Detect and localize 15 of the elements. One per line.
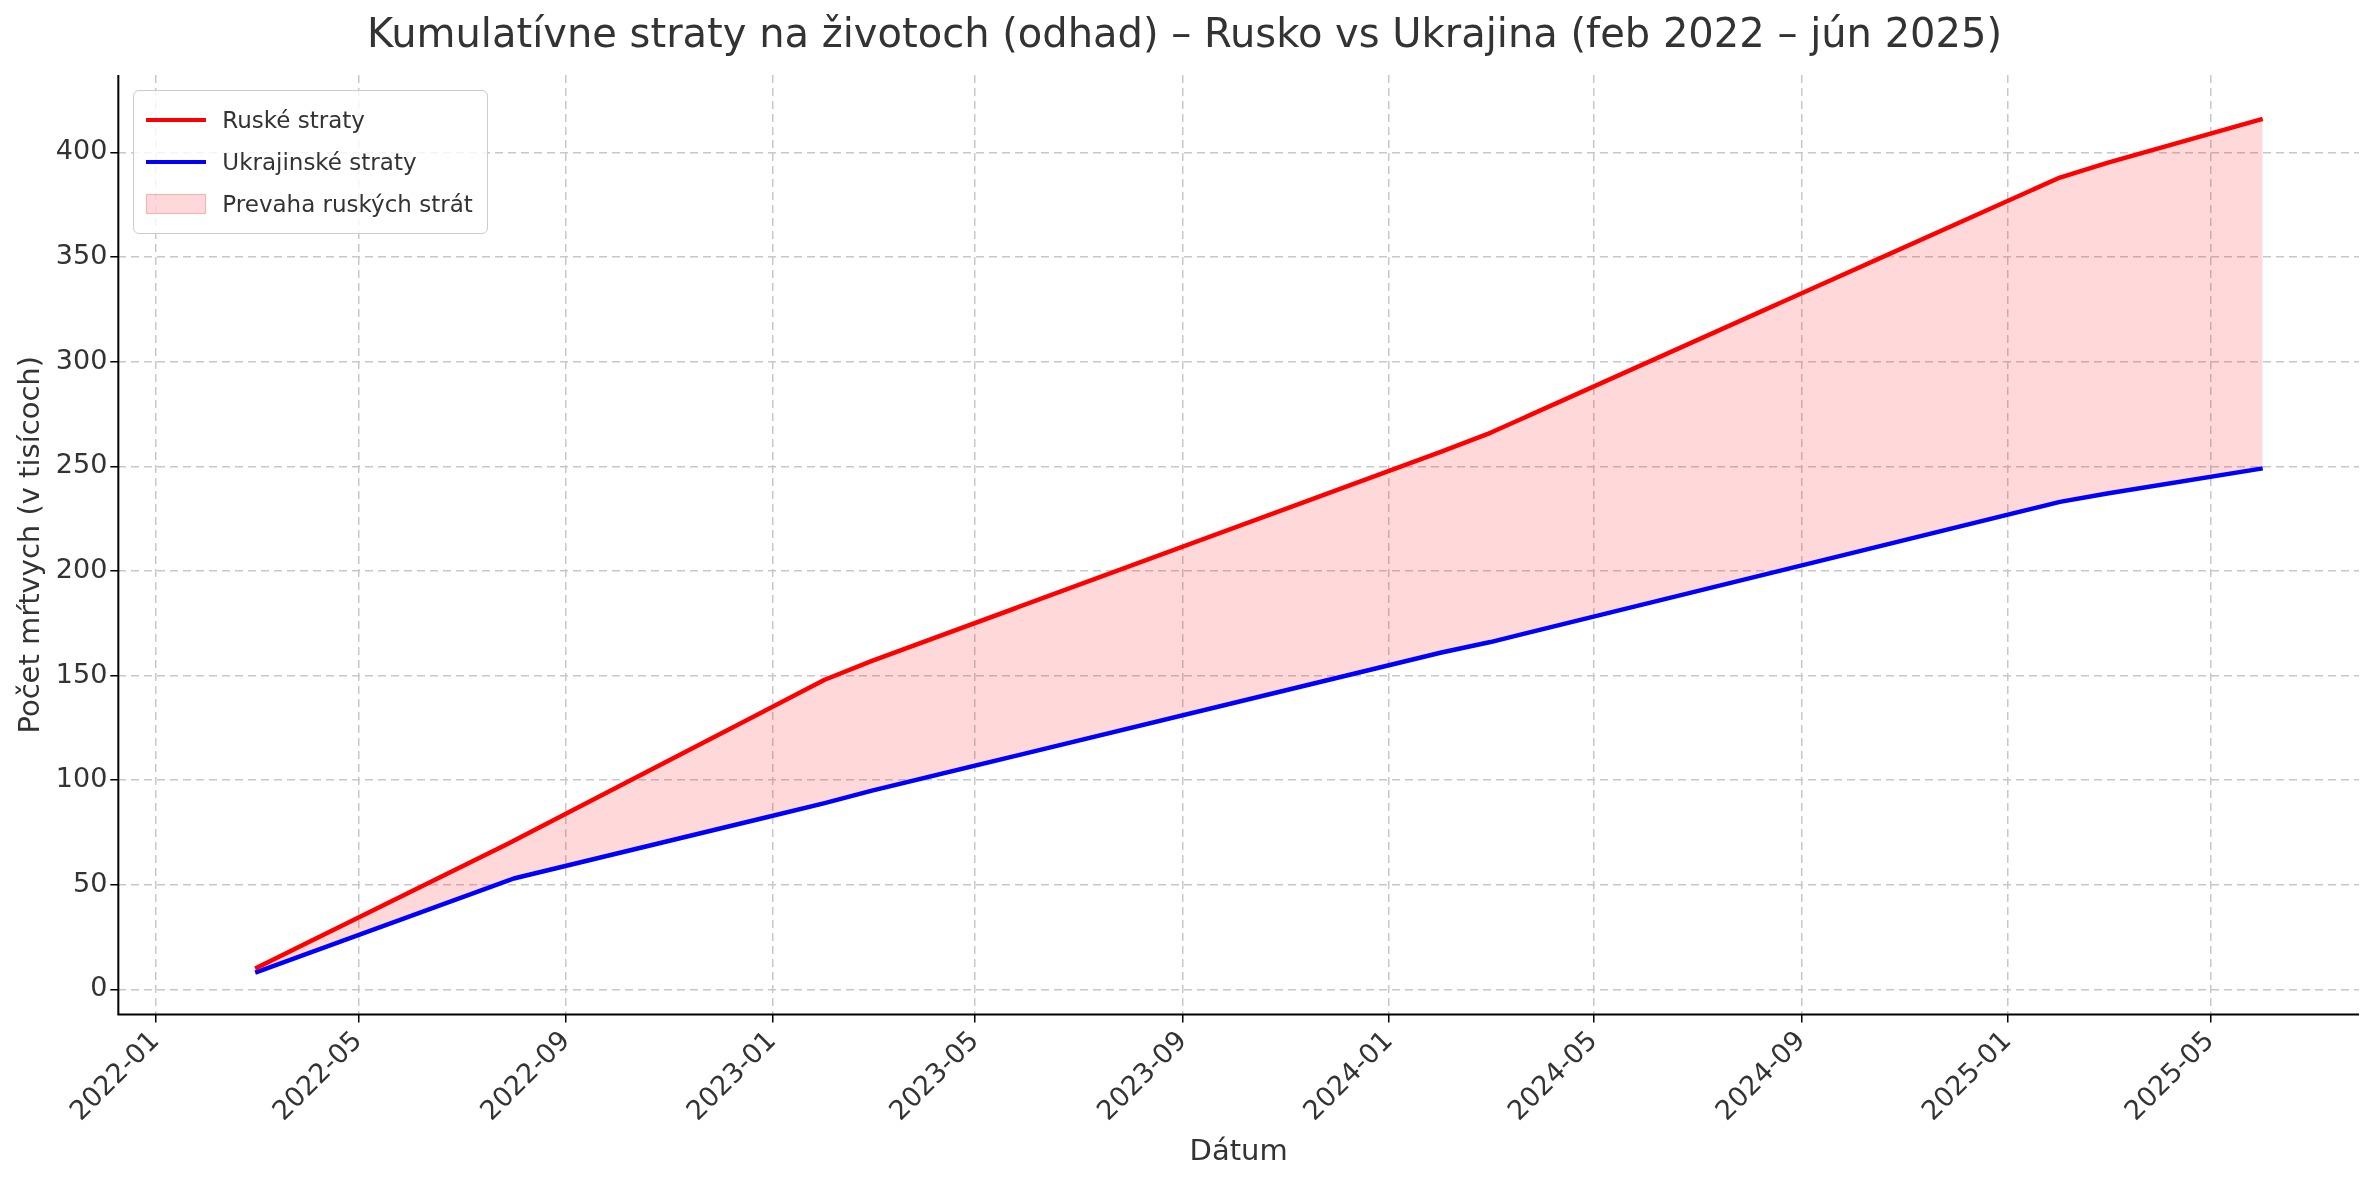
y-tick-label: 150 <box>55 657 108 689</box>
chart-title: Kumulatívne straty na životoch (odhad) – Rusko vs Ukrajina (feb 2022 – jún 2025) <box>366 10 2003 57</box>
y-tick-label: 200 <box>55 552 108 584</box>
legend-label: Ukrajinské straty <box>222 149 417 175</box>
y-tick-label: 350 <box>55 239 108 271</box>
y-tick-label: 250 <box>55 448 108 480</box>
y-tick-label: 300 <box>55 343 108 375</box>
y-tick-label: 400 <box>55 134 108 166</box>
annotation: Prevaha ruských strát <box>222 191 473 217</box>
legend-label: Ruské straty <box>222 107 365 133</box>
y-tick-label: 0 <box>90 971 108 1003</box>
x-axis-title: Dátum <box>1189 1133 1288 1168</box>
y-axis-title: Počet mŕtvych (v tisícoch) <box>11 355 46 734</box>
y-tick-label: 50 <box>72 866 108 898</box>
y-tick-label: 100 <box>55 762 108 794</box>
